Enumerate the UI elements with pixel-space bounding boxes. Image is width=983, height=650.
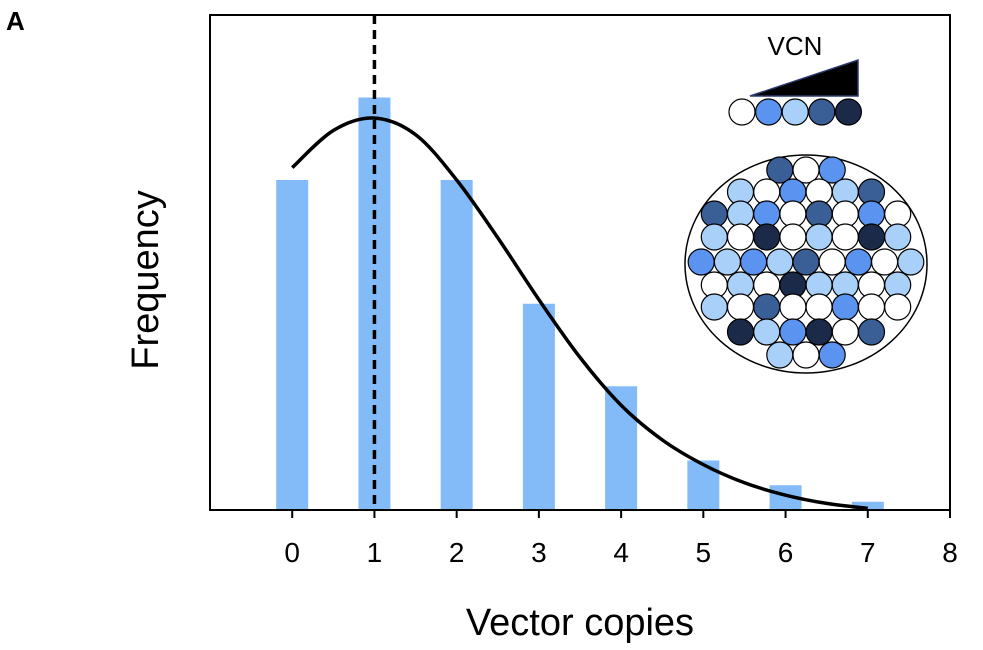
cell-circle: [884, 200, 912, 228]
vcn-gradient-triangle: [749, 58, 859, 97]
cell-circle: [687, 248, 715, 276]
y-axis-label: Frequency: [125, 190, 167, 370]
bar-7: [851, 501, 884, 510]
x-tick-label-4: 4: [613, 537, 629, 568]
cell-circle: [726, 223, 755, 251]
cell-circle: [831, 318, 859, 346]
plot-frame: [209, 14, 951, 511]
cell-circle: [805, 200, 833, 228]
cell-circle: [805, 293, 833, 321]
cell-circle: [857, 223, 886, 251]
bar-5: [687, 460, 720, 510]
fit-curve: [291, 116, 868, 511]
cell-circle: [753, 223, 781, 251]
cell-circle: [818, 341, 846, 369]
cell-circle: [831, 200, 859, 228]
cell-circle: [857, 200, 886, 228]
cell-circle: [753, 318, 781, 346]
cell-circle: [831, 223, 859, 251]
cell-circle: [857, 318, 886, 346]
cell-circle: [726, 293, 755, 321]
x-tick-label-7: 7: [860, 537, 876, 568]
cell-circle: [766, 248, 794, 276]
cell-circle: [897, 248, 925, 276]
vcn-legend-circle-1: [754, 98, 783, 126]
vcn-legend-circle-4: [834, 98, 863, 126]
x-tick-label-2: 2: [449, 537, 465, 568]
cell-circle: [779, 200, 807, 228]
cell-circle: [700, 223, 728, 251]
cell-circle: [831, 293, 859, 321]
cell-circle: [779, 318, 807, 346]
vcn-label: VCN: [768, 31, 823, 61]
cell-circle: [884, 223, 912, 251]
cell-circle: [766, 341, 794, 369]
vcn-legend-circle-2: [781, 98, 809, 126]
x-tick-label-5: 5: [696, 537, 712, 568]
cell-circle: [700, 293, 728, 321]
vcn-inset: VCN: [684, 31, 928, 374]
cell-circle: [726, 318, 755, 346]
cell-circle: [726, 200, 755, 228]
cell-circle: [753, 200, 781, 228]
cell-circle: [870, 248, 899, 276]
cell-circle: [818, 248, 846, 276]
x-tick-label-8: 8: [942, 537, 958, 568]
cell-circle: [753, 293, 781, 321]
cell-circle: [818, 156, 846, 184]
vcn-legend-circle-0: [728, 98, 756, 126]
x-tick-label-1: 1: [367, 537, 383, 568]
cell-circle: [884, 293, 912, 321]
x-tick-label-6: 6: [778, 537, 794, 568]
cell-circle: [779, 293, 807, 321]
x-tick-label-0: 0: [284, 537, 300, 568]
bar-0: [276, 180, 309, 510]
vcn-legend-circle-3: [808, 98, 836, 126]
cell-circle: [792, 341, 820, 369]
bar-2: [440, 180, 473, 510]
x-tick-label-3: 3: [531, 537, 547, 568]
cell-circle: [739, 248, 768, 276]
cell-circle: [844, 248, 873, 276]
cell-circle: [857, 293, 886, 321]
cell-circle: [700, 200, 728, 228]
cell-circle: [779, 223, 807, 251]
cell-circle: [805, 318, 833, 346]
panel-label: A: [6, 6, 25, 36]
cell-circle: [805, 223, 833, 251]
x-axis-label: Vector copies: [466, 602, 694, 644]
bar-3: [522, 303, 555, 510]
cell-circle: [713, 248, 742, 276]
cell-circle: [792, 248, 820, 276]
